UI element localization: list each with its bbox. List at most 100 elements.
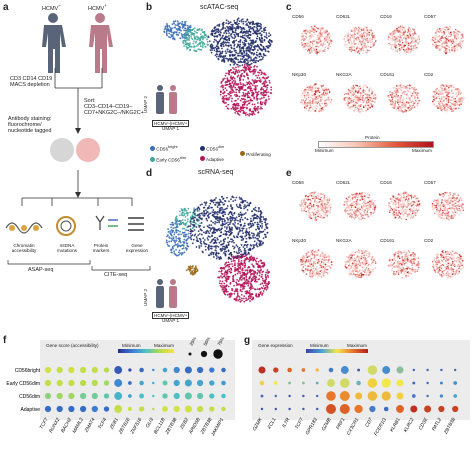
feature-point [396, 46, 399, 48]
umap-point-cd56dim [261, 222, 263, 225]
feature-point [395, 95, 398, 97]
feature-point [322, 84, 325, 87]
umap-point-adaptive [242, 91, 245, 94]
umap-point-cd56dim [225, 227, 228, 230]
feature-point [346, 36, 348, 39]
umap-point-adaptive [232, 103, 234, 106]
feature-point [397, 43, 400, 46]
umap-point-cd56dim [242, 47, 245, 50]
umap-point-cd56dim [256, 23, 258, 26]
umap-point-adaptive [258, 71, 261, 74]
feature-point [389, 37, 392, 40]
umap-point-adaptive [244, 290, 247, 293]
umap-point-cd56dim [256, 215, 258, 218]
umap-point-cd56dim [208, 254, 211, 257]
feature-point [316, 52, 318, 55]
umap-point-cd56dim [232, 223, 235, 225]
umap-point-cd56dim [259, 242, 262, 245]
feature-point [373, 34, 375, 37]
umap-point-cd56dim [234, 219, 237, 222]
feature-point [445, 88, 448, 91]
umap-point-cd56dim [227, 30, 230, 33]
umap-point-cd56dim [213, 41, 215, 43]
feature-point [302, 93, 304, 95]
umap-point-cd56bright [175, 235, 177, 238]
feature-point [401, 41, 404, 44]
feature-point [311, 46, 314, 48]
umap-point-cd56dim [236, 63, 239, 66]
umap-point-cd56dim [244, 206, 247, 209]
umap-point-cd56dim [240, 29, 243, 32]
umap-point-cd56dim [225, 22, 228, 25]
feature-point [399, 101, 401, 103]
feature-point [330, 98, 333, 101]
umap-point-cd56dim [263, 35, 266, 38]
feature-point [451, 49, 453, 52]
feature-point [359, 94, 362, 96]
umap-point-cd56dim [225, 234, 228, 236]
feature-point [321, 88, 324, 90]
umap-point-adaptive [260, 71, 263, 74]
feature-point [323, 94, 326, 96]
feature-point [323, 38, 326, 40]
protein-colorbar-max: Maximum [412, 148, 432, 153]
feature-point [401, 45, 403, 48]
feature-point [362, 101, 365, 104]
umap-point-cd56dim [209, 212, 212, 215]
feature-point [355, 101, 357, 104]
umap-point-early [199, 42, 202, 45]
umap-point-cd56dim [197, 207, 200, 209]
umap-point-cd56dim [197, 230, 200, 233]
feature-point [404, 41, 407, 44]
umap-point-adaptive [246, 113, 249, 116]
feature-point [460, 37, 463, 40]
feature-point [355, 99, 358, 101]
feature-point [415, 100, 417, 102]
feature-point [459, 45, 462, 47]
feature-point [397, 91, 400, 93]
umap-point-cd56dim [270, 39, 273, 42]
feature-point [434, 38, 437, 41]
feature-point [440, 109, 442, 112]
umap-point-cd56dim [239, 207, 242, 209]
umap-point-cd56dim [231, 226, 233, 229]
feature-point [362, 32, 365, 34]
umap-point-cd56bright [182, 25, 185, 28]
umap-point-cd56bright [170, 229, 173, 231]
feature-point [369, 86, 372, 89]
feature-point [433, 102, 436, 105]
umap-point-cd56bright [169, 36, 172, 39]
feature-point [433, 99, 436, 101]
umap-point-cd56dim [211, 231, 214, 234]
feature-point [405, 109, 408, 112]
umap-point-adaptive [253, 65, 255, 68]
umap-point-adaptive [226, 83, 229, 86]
umap-point-cd56dim [228, 200, 230, 203]
umap-point-cd56dim [256, 49, 259, 52]
feature-point [445, 40, 448, 42]
feature-point [418, 99, 421, 102]
feature-point [455, 99, 458, 102]
umap-point-adaptive [259, 98, 261, 100]
umap-point-adaptive [228, 71, 231, 74]
umap-point-cd56dim [216, 201, 219, 204]
feature-point [351, 45, 353, 47]
umap-point-cd56bright [176, 20, 179, 23]
umap-point-cd56bright [170, 234, 173, 237]
feature-point [412, 33, 414, 36]
feature-point [456, 43, 459, 45]
umap-point-cd56bright [182, 244, 185, 247]
umap-point-cd56dim [254, 32, 256, 34]
feature-point [455, 45, 458, 48]
feature-point [398, 96, 400, 99]
umap-point-cd56dim [213, 26, 216, 29]
umap-point-adaptive [256, 109, 259, 111]
umap-point-cd56dim [260, 37, 263, 40]
umap-point-early [201, 28, 203, 31]
umap-point-cd56dim [224, 27, 227, 30]
feature-point [308, 45, 310, 48]
umap-point-early [192, 40, 195, 43]
gene-expression-icon [128, 217, 144, 231]
feature-point [452, 34, 455, 36]
legend-text-cd56dim: CD56 [206, 146, 219, 152]
